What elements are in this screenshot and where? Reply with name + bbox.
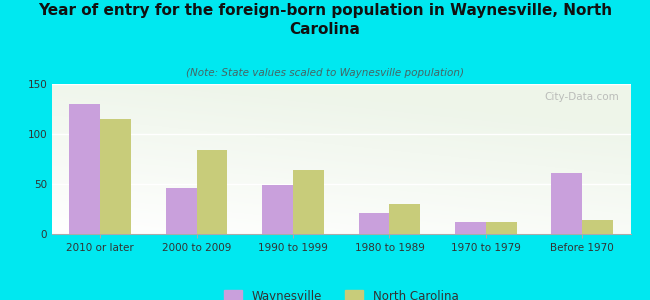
Bar	[582, 220, 613, 234]
Bar	[551, 173, 582, 234]
Legend: Waynesville, North Carolina: Waynesville, North Carolina	[220, 285, 463, 300]
Bar	[70, 104, 100, 234]
Text: (Note: State values scaled to Waynesville population): (Note: State values scaled to Waynesvill…	[186, 68, 464, 77]
Text: Year of entry for the foreign-born population in Waynesville, North
Carolina: Year of entry for the foreign-born popul…	[38, 3, 612, 37]
Bar	[196, 150, 227, 234]
Bar	[486, 222, 517, 234]
Bar	[389, 204, 421, 234]
Bar	[262, 185, 293, 234]
Text: City-Data.com: City-Data.com	[544, 92, 619, 101]
Bar	[166, 188, 196, 234]
Bar	[455, 222, 486, 234]
Bar	[100, 119, 131, 234]
Bar	[293, 170, 324, 234]
Bar	[359, 213, 389, 234]
